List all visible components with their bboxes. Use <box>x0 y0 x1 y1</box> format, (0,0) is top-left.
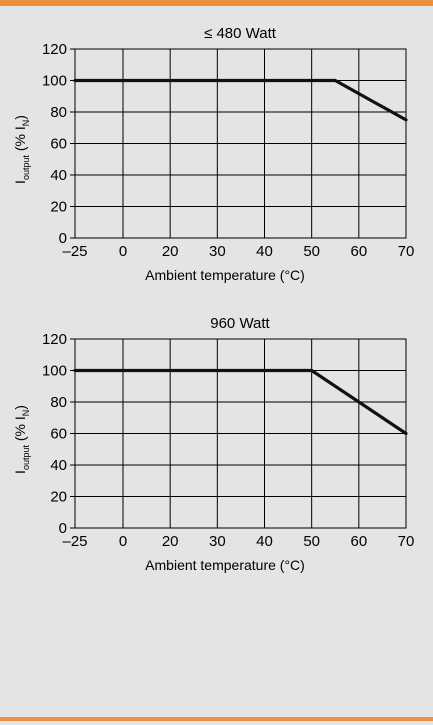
y-tick-label: 40 <box>50 167 67 184</box>
y-label-mid: (% I <box>12 126 28 155</box>
x-tick-label: –25 <box>62 243 87 260</box>
y-tick-label: 0 <box>59 230 67 247</box>
series-line <box>73 78 408 122</box>
x-tick-label: 30 <box>209 533 226 550</box>
chart-960-watt: 960 Watt–25 0 20 30 40 50 60 70020406080100120A… <box>12 315 415 573</box>
y-tick-label: 20 <box>50 199 67 216</box>
x-axis-label: Ambient temperature (°C) <box>145 267 305 283</box>
series-line <box>73 368 408 436</box>
x-tick-label: 50 <box>303 533 320 550</box>
chart-title: ≤ 480 Watt <box>204 25 277 42</box>
bottom-accent-bar <box>0 717 433 721</box>
y-tick-label: 100 <box>42 363 67 380</box>
x-tick-label: 40 <box>256 533 273 550</box>
plot-frame <box>74 48 407 239</box>
y-tick-label: 120 <box>42 41 67 58</box>
x-tick-label: 50 <box>303 243 320 260</box>
y-label-end: ) <box>12 405 28 410</box>
y-tick-label: 60 <box>50 136 67 153</box>
x-tick-label: 20 <box>162 243 179 260</box>
x-axis-label: Ambient temperature (°C) <box>145 557 305 573</box>
y-label-main: I <box>12 180 28 184</box>
y-tick-label: 0 <box>59 520 67 537</box>
y-tick-label: 80 <box>50 394 67 411</box>
chart-480-watt: ≤ 480 Watt–25 0 20 30 40 50 60 7002040608010012… <box>12 25 415 283</box>
x-tick-label: 0 <box>119 533 127 550</box>
y-tick-label: 120 <box>42 331 67 348</box>
y-tick-label: 20 <box>50 489 67 506</box>
y-label-main: I <box>12 470 28 474</box>
x-tick-label: 60 <box>350 533 367 550</box>
x-tick-label: 60 <box>350 243 367 260</box>
x-tick-label: 40 <box>256 243 273 260</box>
y-tick-label: 80 <box>50 104 67 121</box>
y-label-sub: output <box>21 445 31 471</box>
y-axis-label: Ioutput (% IN) <box>12 115 31 184</box>
x-tick-label: 70 <box>398 533 415 550</box>
chart-title: 960 Watt <box>210 315 270 332</box>
y-axis-label: Ioutput (% IN) <box>12 405 31 474</box>
x-tick-label: 70 <box>398 243 415 260</box>
x-tick-label: 20 <box>162 533 179 550</box>
y-tick-label: 60 <box>50 426 67 443</box>
y-label-sub2: N <box>21 120 31 127</box>
y-tick-label: 40 <box>50 457 67 474</box>
top-accent-bar <box>0 0 433 6</box>
y-label-end: ) <box>12 115 28 120</box>
y-tick-label: 100 <box>42 73 67 90</box>
y-label-sub2: N <box>21 410 31 417</box>
x-tick-label: 30 <box>209 243 226 260</box>
y-label-sub: output <box>21 155 31 181</box>
x-tick-label: –25 <box>62 533 87 550</box>
y-label-mid: (% I <box>12 416 28 445</box>
x-tick-label: 0 <box>119 243 127 260</box>
